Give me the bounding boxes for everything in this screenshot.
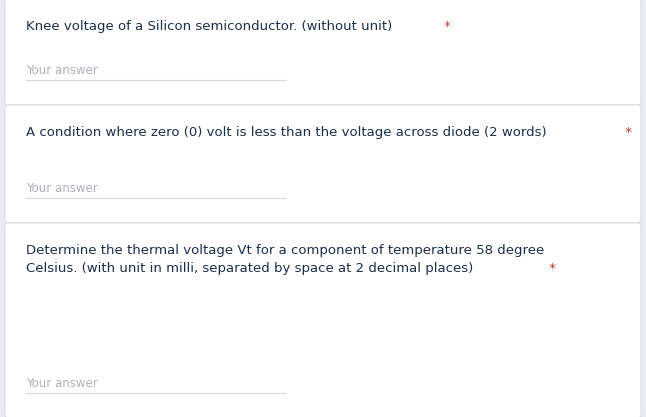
Text: Knee voltage of a Silicon semiconductor. (without unit): Knee voltage of a Silicon semiconductor.… [26, 20, 392, 33]
Text: *: * [440, 20, 451, 33]
Text: Your answer: Your answer [26, 377, 98, 390]
FancyBboxPatch shape [5, 105, 641, 223]
FancyBboxPatch shape [5, 223, 641, 417]
Text: Determine the thermal voltage Vt for a component of temperature 58 degree: Determine the thermal voltage Vt for a c… [26, 244, 544, 257]
Text: Celsius. (with unit in milli, separated by space at 2 decimal places): Celsius. (with unit in milli, separated … [26, 262, 474, 275]
Text: *: * [545, 262, 556, 275]
Text: A condition where zero (0) volt is less than the voltage across diode (2 words): A condition where zero (0) volt is less … [26, 126, 547, 139]
Text: *: * [621, 126, 632, 139]
Text: Your answer: Your answer [26, 64, 98, 77]
FancyBboxPatch shape [5, 0, 641, 105]
Text: Your answer: Your answer [26, 182, 98, 195]
